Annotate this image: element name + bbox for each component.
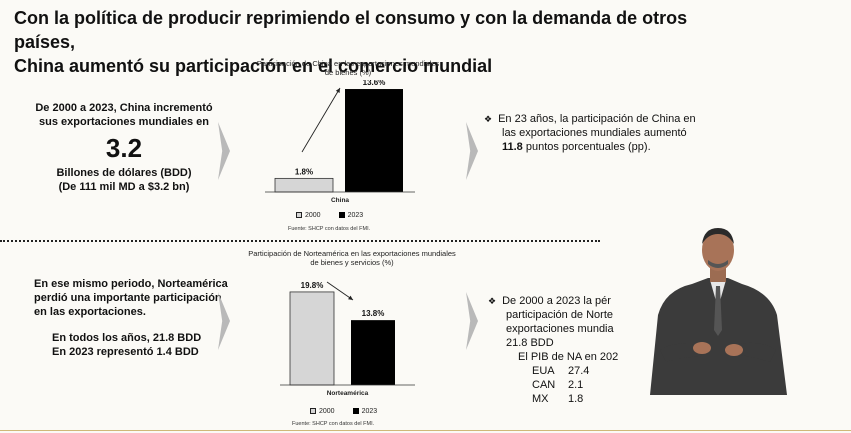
category-tick-label: Norteamérica [327,390,369,397]
top-right-text: ❖ En 23 años, la participación de China e… [484,113,696,153]
chevron-right-icon [466,292,478,350]
diamond-bullet-icon: ❖ [484,114,493,124]
legend-item-2023: 2023 [338,212,363,219]
data-label-2000: 19.8% [301,281,324,290]
footer-line [0,430,851,431]
legend-china: 2000 2023 [296,212,363,219]
title-line-2: China aumentó su participación en el com… [14,56,493,76]
bottom-right-text: ❖ De 2000 a 2023 la pér participación de … [488,294,638,406]
bar-2023 [345,89,403,192]
gdp-row-eua: EUA 27.4 [532,365,590,377]
big-number: 3.2 [105,133,143,163]
source-note-bottom: Fuente: SHCP con datos del FMI. [292,421,375,427]
data-label-2023: 13.6% [363,80,386,87]
chart-china: 1.8% 13.6% China [265,80,415,204]
gdp-row-can: CAN 2.1 [532,379,584,391]
page-title: Con la política de producir reprimiendo … [14,6,744,78]
trend-arrowhead-icon [348,295,353,300]
trend-arrow-icon [326,281,354,301]
source-note-top: Fuente: SHCP con datos del FMI. [288,226,371,232]
section-divider [0,240,600,242]
legend-item-2023: 2023 [352,408,377,415]
gdp-row-mx: MX 1.8 [532,393,584,405]
top-left-text: De 2000 a 2023, China incrementó sus exp… [24,101,224,194]
bar-2000 [289,291,335,386]
data-label-2023: 13.8% [362,309,385,318]
title-line-1: Con la política de producir reprimiendo … [14,8,688,52]
chevron-right-icon [466,122,478,180]
bar-2023 [351,320,395,385]
bar-2000 [274,177,334,193]
legend-item-2000: 2000 [310,408,335,415]
data-label-2000: 1.8% [295,167,313,176]
category-tick-label: China [331,197,349,204]
bottom-left-text: En ese mismo periodo, Norteamérica perdi… [34,278,228,358]
trend-arrowhead-icon [335,88,340,93]
sign-language-interpreter [630,220,805,395]
diamond-bullet-icon: ❖ [488,296,497,306]
trend-arrow-icon [301,87,341,153]
legend-norteamerica: 2000 2023 [310,408,377,415]
legend-item-2000: 2000 [296,212,321,219]
chart-title-china: Participación de China en las exportacio… [256,59,440,77]
chart-norteamerica: 19.8% 13.8% Norteamérica [280,281,415,397]
chart-title-norteamerica: Participación de Norteamérica en las exp… [248,249,456,267]
interpreter-figure [650,228,787,395]
